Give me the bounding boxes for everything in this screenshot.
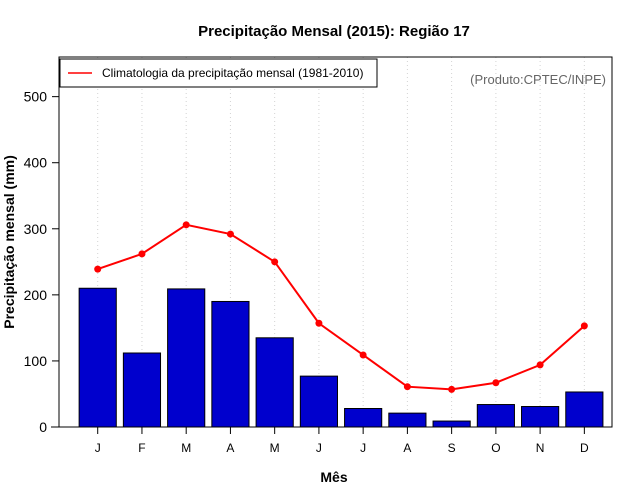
legend-label: Climatologia da precipitação mensal (198… [102, 66, 363, 80]
y-tick-label-3: 300 [24, 221, 48, 237]
bar-8 [432, 420, 471, 428]
bar-11 [565, 391, 604, 428]
bar-6 [344, 408, 383, 428]
y-tick-label-2: 200 [24, 287, 48, 303]
y-tick-label-1: 100 [24, 353, 48, 369]
bar-1 [122, 352, 162, 428]
x-tick-label-8: S [448, 441, 456, 455]
climatology-point-1 [138, 250, 146, 258]
legend: Climatologia da precipitação mensal (198… [59, 58, 378, 88]
x-tick-label-1: F [138, 441, 145, 455]
x-tick-label-5: J [316, 441, 322, 455]
climatology-point-5 [315, 319, 323, 327]
climatology-point-0 [94, 265, 102, 273]
bar-5 [299, 375, 338, 428]
bar-2 [167, 288, 206, 428]
climatology-point-7 [403, 383, 411, 391]
climatology-point-4 [271, 258, 279, 266]
x-tick-label-4: M [270, 441, 280, 455]
bar-10 [521, 406, 560, 428]
bar-0 [78, 287, 117, 428]
source-annotation: (Produto:CPTEC/INPE) [470, 72, 606, 87]
climatology-point-11 [580, 322, 588, 330]
x-tick-label-6: J [360, 441, 366, 455]
y-axis-label: Precipitação mensal (mm) [1, 155, 17, 329]
climatology-point-9 [492, 379, 500, 387]
x-tick-label-11: D [580, 441, 589, 455]
bar-4 [255, 337, 294, 428]
bar-3 [211, 300, 250, 428]
x-tick-label-10: N [536, 441, 545, 455]
climatology-point-8 [448, 385, 456, 393]
chart-title: Precipitação Mensal (2015): Região 17 [198, 23, 470, 40]
bar-series [78, 287, 604, 428]
climatology-point-10 [536, 361, 544, 369]
y-axis: 0 100 200 300 400 500 [24, 89, 59, 435]
bar-7 [388, 412, 427, 428]
climatology-point-2 [182, 221, 190, 229]
plot-frame [58, 56, 613, 428]
x-axis-label: Mês [320, 469, 347, 485]
y-tick-label-4: 400 [24, 155, 48, 171]
climatology-point-6 [359, 351, 367, 359]
x-tick-label-3: A [226, 441, 234, 455]
x-tick-label-7: A [403, 441, 411, 455]
y-tick-label-0: 0 [39, 419, 47, 435]
x-tick-label-2: M [181, 441, 191, 455]
climatology-line [97, 223, 586, 391]
climatology-point-3 [226, 230, 234, 238]
y-tick-label-5: 500 [24, 89, 48, 105]
x-tick-label-0: J [95, 441, 101, 455]
bar-9 [476, 404, 515, 428]
x-tick-label-9: O [491, 441, 500, 455]
climatology-line-series [94, 221, 588, 393]
legend-box [59, 58, 378, 88]
